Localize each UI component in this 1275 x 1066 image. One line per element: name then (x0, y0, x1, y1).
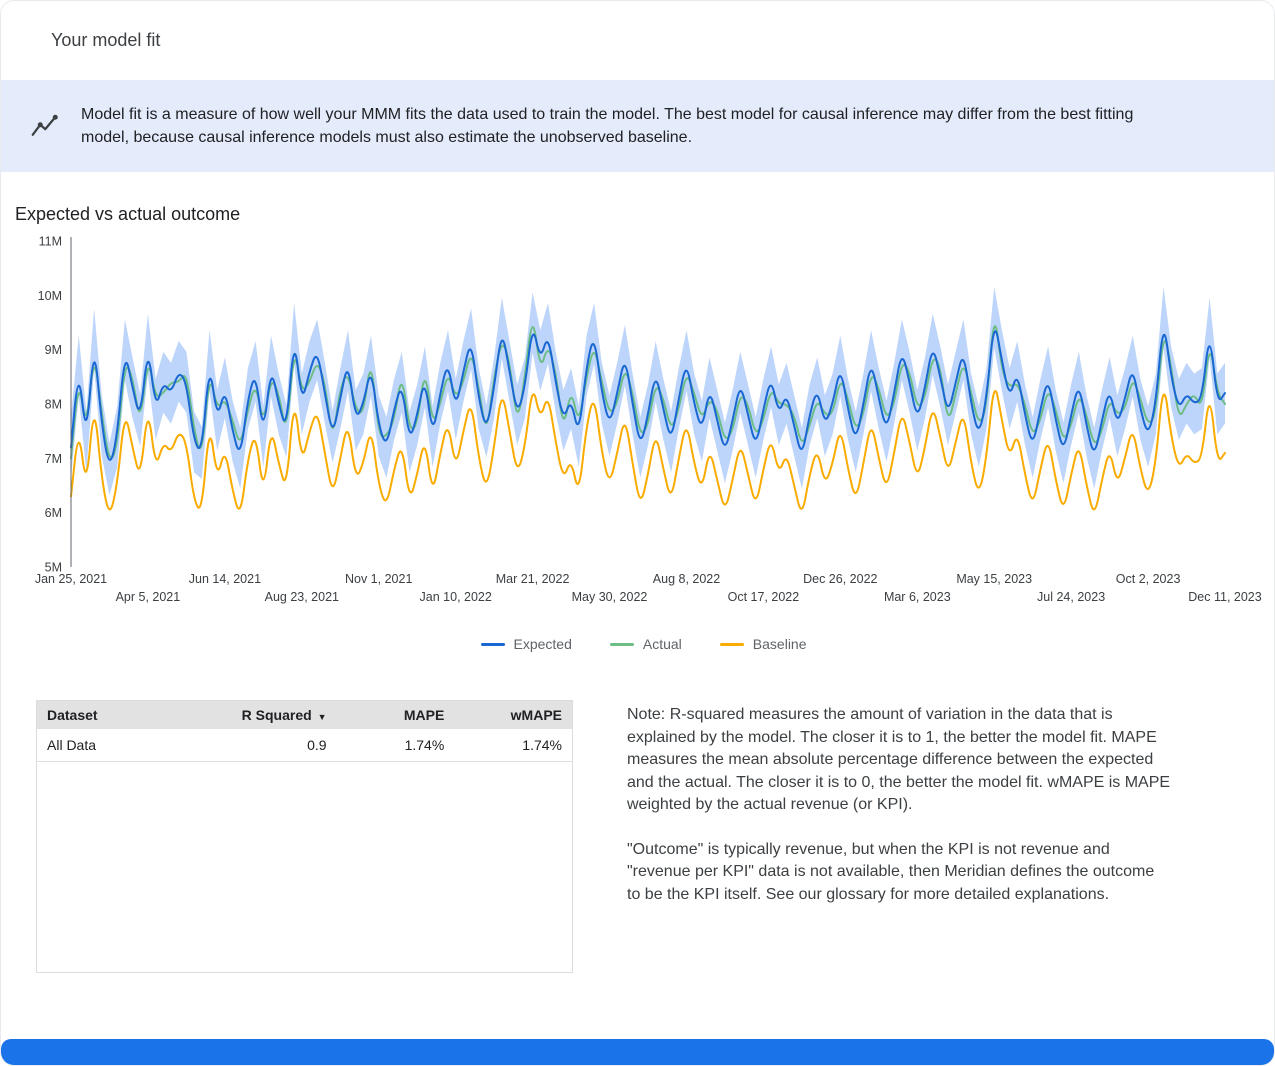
y-tick-label: 6M (45, 506, 62, 520)
legend-label-expected: Expected (513, 636, 572, 652)
y-tick-label: 11M (39, 235, 62, 249)
x-tick-label: Jan 10, 2022 (420, 590, 492, 604)
x-tick-label: Apr 5, 2021 (116, 590, 181, 604)
legend-label-baseline: Baseline (752, 636, 807, 652)
x-tick-label: Jun 14, 2021 (189, 572, 261, 586)
expected-line (70, 330, 1226, 461)
chart-section-title: Expected vs actual outcome (15, 204, 241, 224)
x-tick-label: Mar 6, 2023 (884, 590, 951, 604)
y-tick-label: 5M (45, 561, 62, 575)
explanatory-note: Note: R-squared measures the amount of v… (627, 700, 1172, 928)
x-tick-label: Jan 25, 2021 (35, 572, 107, 586)
page-header: Your model fit (1, 1, 1274, 80)
legend-entry-baseline: Baseline (719, 636, 807, 652)
next-section-header-bar (1, 1039, 1274, 1065)
x-tick-label: Aug 8, 2022 (653, 572, 720, 586)
note-paragraph-1: Note: R-squared measures the amount of v… (627, 706, 1171, 813)
x-tick-label: Mar 21, 2022 (496, 572, 570, 586)
model-fit-trend-icon (29, 111, 59, 141)
column-header-mape[interactable]: MAPE (336, 701, 455, 729)
y-tick-label: 8M (45, 398, 62, 412)
x-tick-label: Dec 11, 2023 (1188, 590, 1261, 604)
cell-mape: 1.74% (336, 729, 455, 762)
model-fit-table: Dataset R Squared ▼ MAPE wMAPE All Data 0… (36, 700, 573, 973)
x-tick-label: Aug 23, 2021 (265, 590, 339, 604)
note-paragraph-2: "Outcome" is typically revenue, but when… (627, 840, 1155, 903)
column-header-wmape[interactable]: wMAPE (454, 701, 572, 729)
x-tick-label: Oct 2, 2023 (1116, 572, 1181, 586)
x-tick-label: Dec 26, 2022 (803, 572, 877, 586)
cell-dataset: All Data (37, 729, 198, 762)
model-fit-chart: 5M 6M 7M 8M 9M 10M 11M Jan 25, 2021 Apr 5, 2021 J… (13, 229, 1274, 654)
x-tick-label: May 15, 2023 (956, 572, 1032, 586)
y-tick-label: 9M (45, 343, 62, 357)
confidence-band (71, 286, 1225, 496)
cell-wmape: 1.74% (454, 729, 572, 762)
table-row: All Data 0.9 1.74% 1.74% (37, 729, 572, 762)
column-header-dataset[interactable]: Dataset (37, 701, 198, 729)
x-tick-label: Jul 24, 2023 (1037, 590, 1105, 604)
legend-entry-actual: Actual (609, 636, 682, 652)
y-tick-label: 10M (38, 289, 62, 303)
model-fit-chart-svg: 5M 6M 7M 8M 9M 10M 11M Jan 25, 2021 Apr 5, 2021 J… (35, 235, 1262, 605)
legend-label-actual: Actual (642, 636, 682, 652)
info-banner-text: Model fit is a measure of how well your … (81, 106, 1134, 146)
legend-entry-expected: Expected (480, 636, 572, 652)
expected-line-swatch (480, 642, 505, 646)
x-tick-label: Oct 17, 2022 (728, 590, 800, 604)
info-banner: Model fit is a measure of how well your … (1, 80, 1274, 172)
cell-r-squared: 0.9 (197, 729, 337, 762)
baseline-line (70, 390, 1226, 511)
y-tick-label: 7M (45, 452, 62, 466)
x-tick-label: Nov 1, 2021 (345, 572, 412, 586)
sort-descending-icon[interactable]: ▼ (317, 712, 327, 722)
page-title: Your model fit (51, 30, 161, 50)
table-header-row: Dataset R Squared ▼ MAPE wMAPE (37, 701, 572, 729)
baseline-line-swatch (719, 642, 744, 646)
x-tick-label: May 30, 2022 (572, 590, 648, 604)
column-header-r-squared[interactable]: R Squared ▼ (197, 701, 337, 729)
actual-line-swatch (609, 642, 634, 646)
details-row: Dataset R Squared ▼ MAPE wMAPE All Data 0… (1, 700, 1274, 973)
chart-legend: Expected Actual Baseline (13, 634, 1274, 654)
